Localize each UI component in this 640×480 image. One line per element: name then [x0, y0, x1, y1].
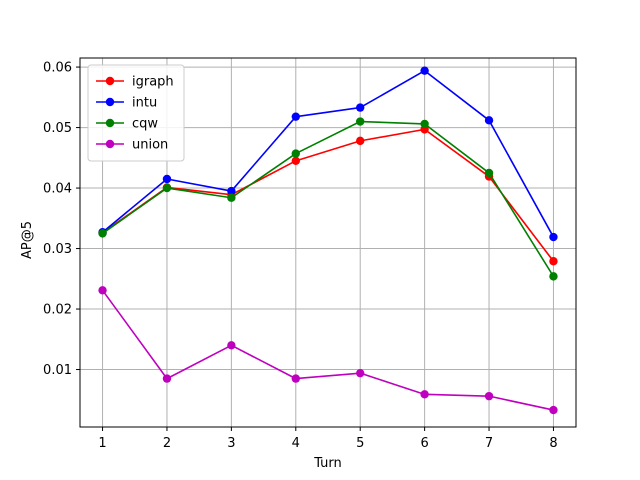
axes: 1 2 3 4 5 6 7 8 0.01 0.02 0.03 0.04 0.05 0.06: [43, 57, 577, 451]
data-point-cqw: [227, 193, 236, 202]
data-point-cqw: [549, 272, 558, 281]
legend-entry-igraph: igraph: [96, 75, 174, 90]
legend-marker-intu: [105, 97, 115, 107]
data-point-intu: [420, 66, 429, 75]
y-tick-label: 0.02: [43, 303, 72, 318]
x-tick-label: 7: [485, 436, 493, 451]
plot-frame: [79, 57, 577, 428]
data-point-igraph: [291, 156, 300, 166]
data-point-intu: [291, 112, 300, 121]
data-point-intu: [484, 116, 494, 125]
legend-marker-igraph: [105, 76, 115, 86]
data-point-cqw: [291, 149, 300, 158]
data-point-cqw: [98, 229, 107, 238]
x-tick-label: 4: [292, 436, 300, 451]
data-point-union: [98, 286, 107, 295]
legend-entry-intu: intu: [96, 96, 157, 111]
data-point-union: [549, 405, 558, 415]
legend-label-intu: intu: [132, 96, 157, 111]
data-point-igraph: [356, 136, 365, 146]
data-point-union: [291, 374, 300, 383]
data-point-union: [484, 391, 494, 401]
series-cqw: [98, 117, 558, 281]
legend-marker-union: [105, 139, 115, 149]
data-point-intu: [549, 232, 558, 242]
y-tick-label: 0.01: [43, 363, 72, 378]
y-axis-label: AP@5: [20, 221, 35, 259]
data-point-cqw: [420, 119, 429, 129]
x-tick-label: 2: [163, 436, 171, 451]
data-point-intu: [227, 186, 236, 196]
x-tick-label: 3: [227, 436, 235, 451]
series-line-igraph: [102, 128, 555, 262]
series-line-union: [101, 289, 554, 411]
series-intu: [98, 66, 558, 242]
data-point-union: [420, 390, 429, 399]
series-layer: [98, 66, 558, 415]
legend-marker-cqw: [105, 118, 115, 128]
series-line-cqw: [102, 120, 555, 277]
legend-label-union: union: [132, 138, 168, 153]
legend: igraph intu cqw union: [87, 64, 185, 162]
y-tick-label: 0.03: [43, 242, 72, 257]
data-point-union: [356, 368, 365, 378]
x-tick-label: 6: [420, 436, 428, 451]
x-tick-label: 8: [549, 436, 557, 451]
legend-box: [87, 64, 185, 162]
series-union: [98, 286, 558, 415]
y-tick-label: 0.05: [43, 121, 72, 136]
data-point-igraph: [549, 257, 558, 266]
series-line-intu: [102, 69, 555, 238]
data-point-union: [162, 374, 172, 383]
legend-entry-union: union: [96, 138, 168, 153]
data-point-cqw: [162, 183, 172, 193]
data-point-union: [227, 341, 236, 350]
data-point-intu: [356, 103, 365, 112]
x-tick-label: 5: [356, 436, 364, 451]
y-tick-label: 0.04: [43, 182, 72, 197]
legend-label-cqw: cqw: [132, 117, 158, 132]
x-axis-label: Turn: [313, 456, 342, 471]
data-point-cqw: [484, 168, 494, 178]
legend-label-igraph: igraph: [132, 75, 174, 90]
data-point-cqw: [356, 117, 365, 126]
y-tick-label: 0.06: [43, 61, 72, 76]
legend-entry-cqw: cqw: [96, 117, 158, 132]
x-tick-label: 1: [98, 436, 106, 451]
data-point-intu: [162, 174, 172, 184]
